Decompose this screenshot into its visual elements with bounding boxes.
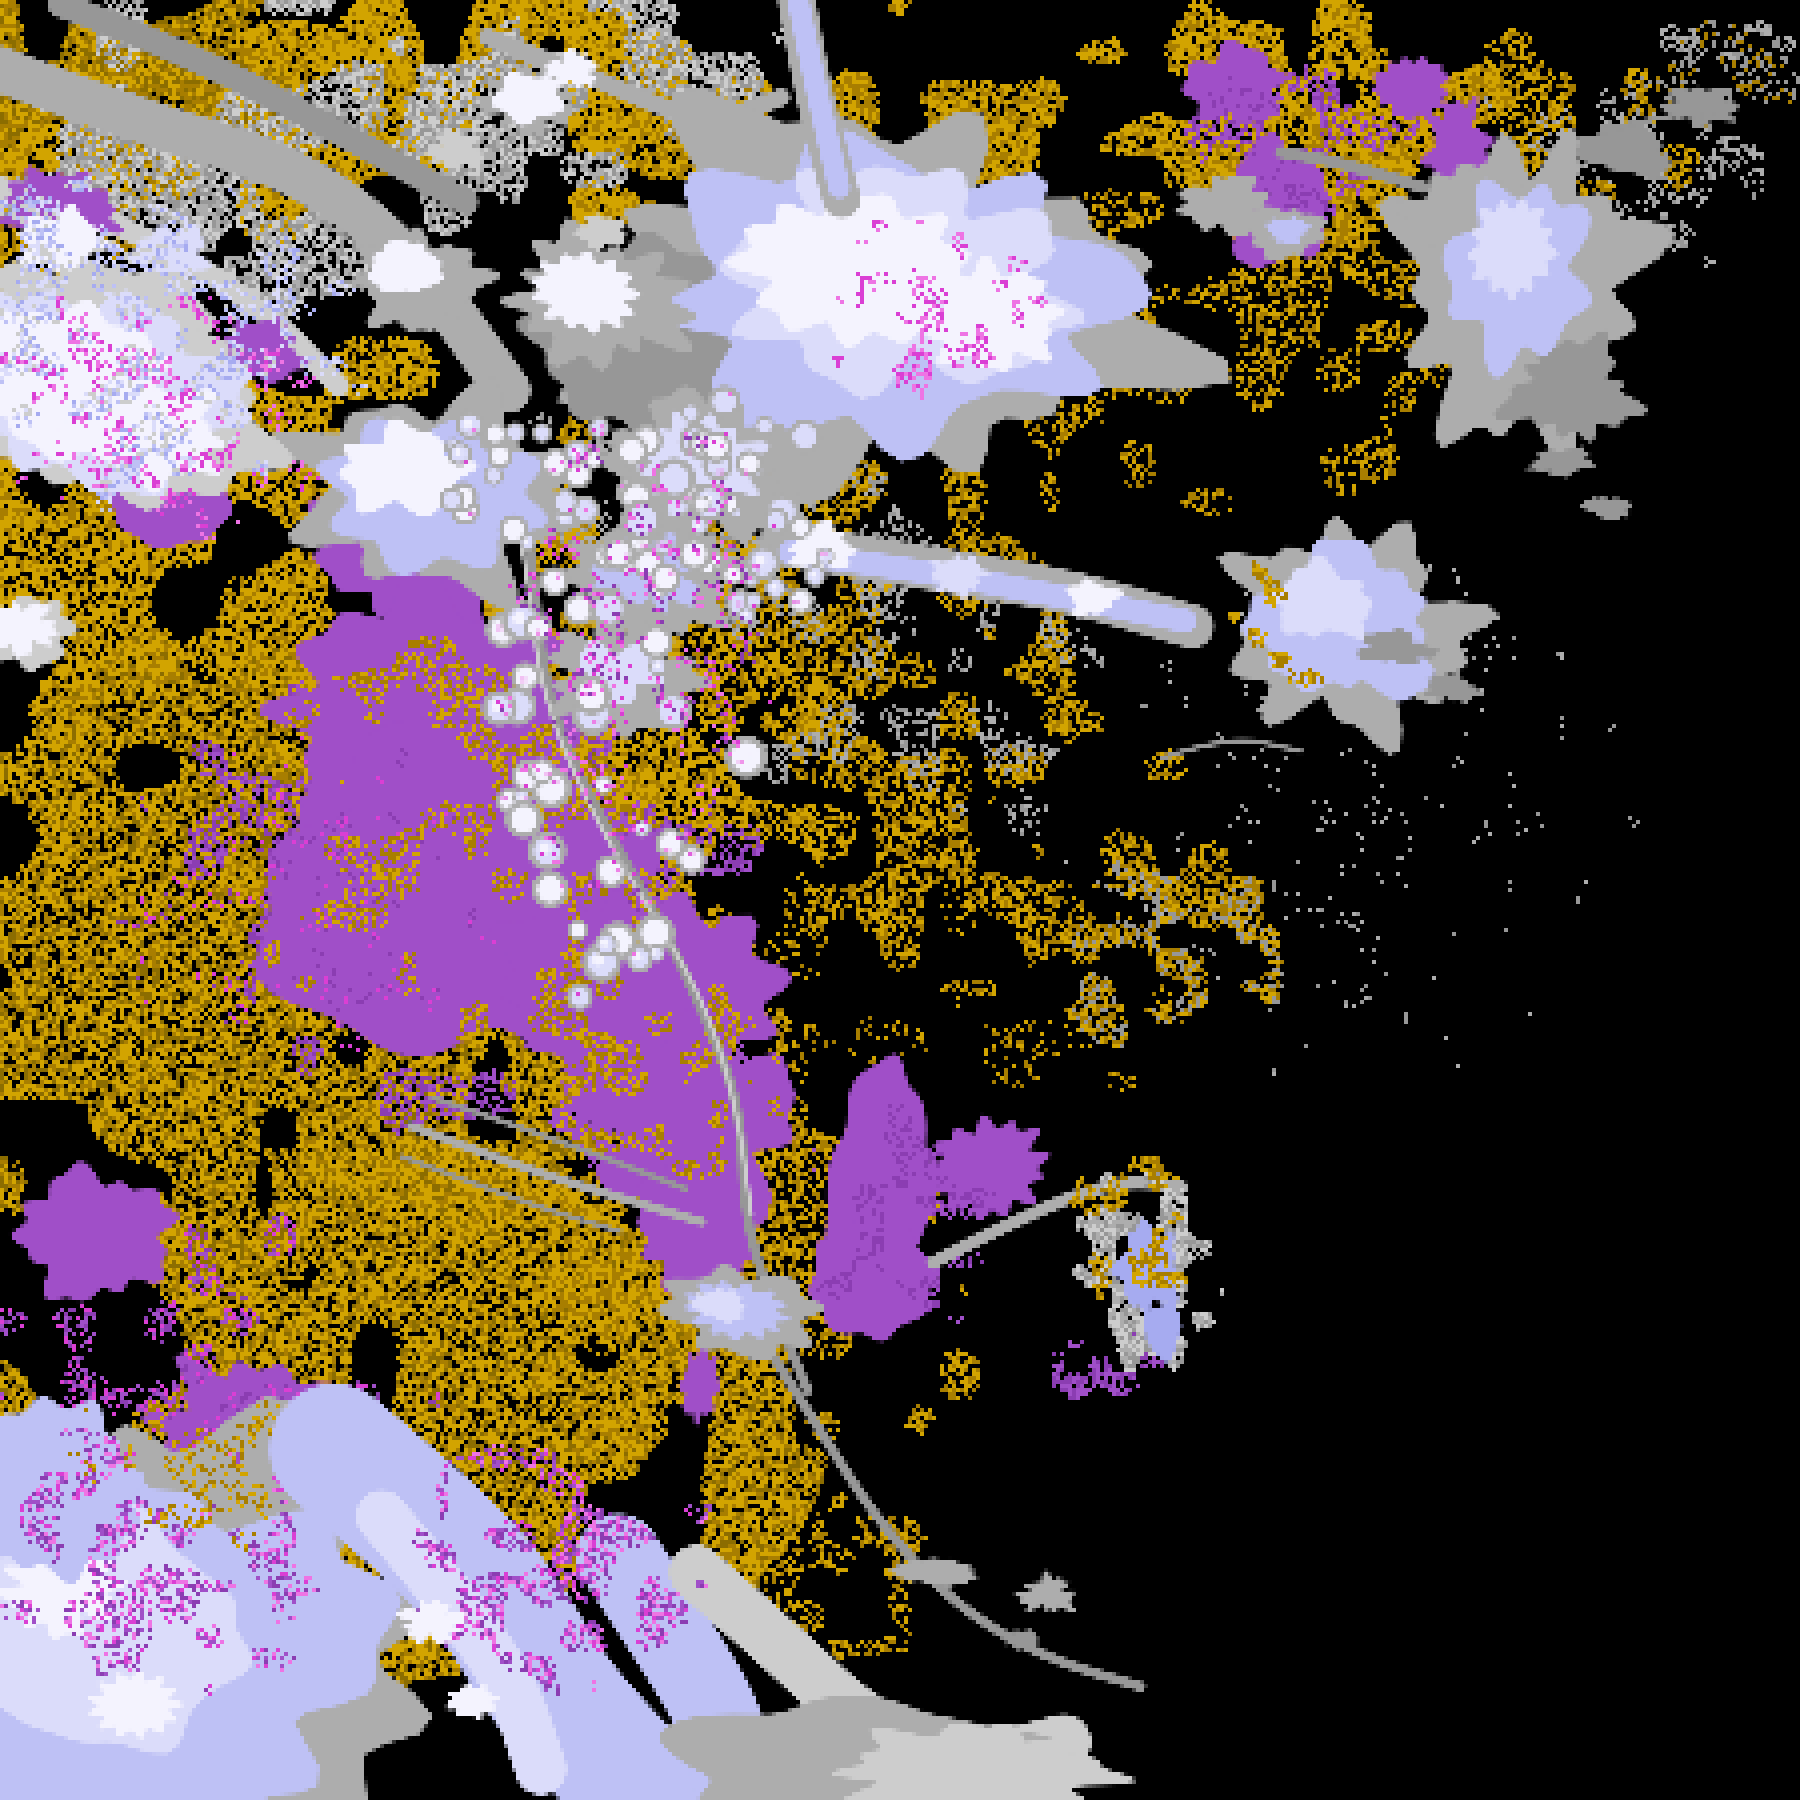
satellite-image-canvas [0,0,1800,1800]
satellite-image [0,0,1800,1800]
